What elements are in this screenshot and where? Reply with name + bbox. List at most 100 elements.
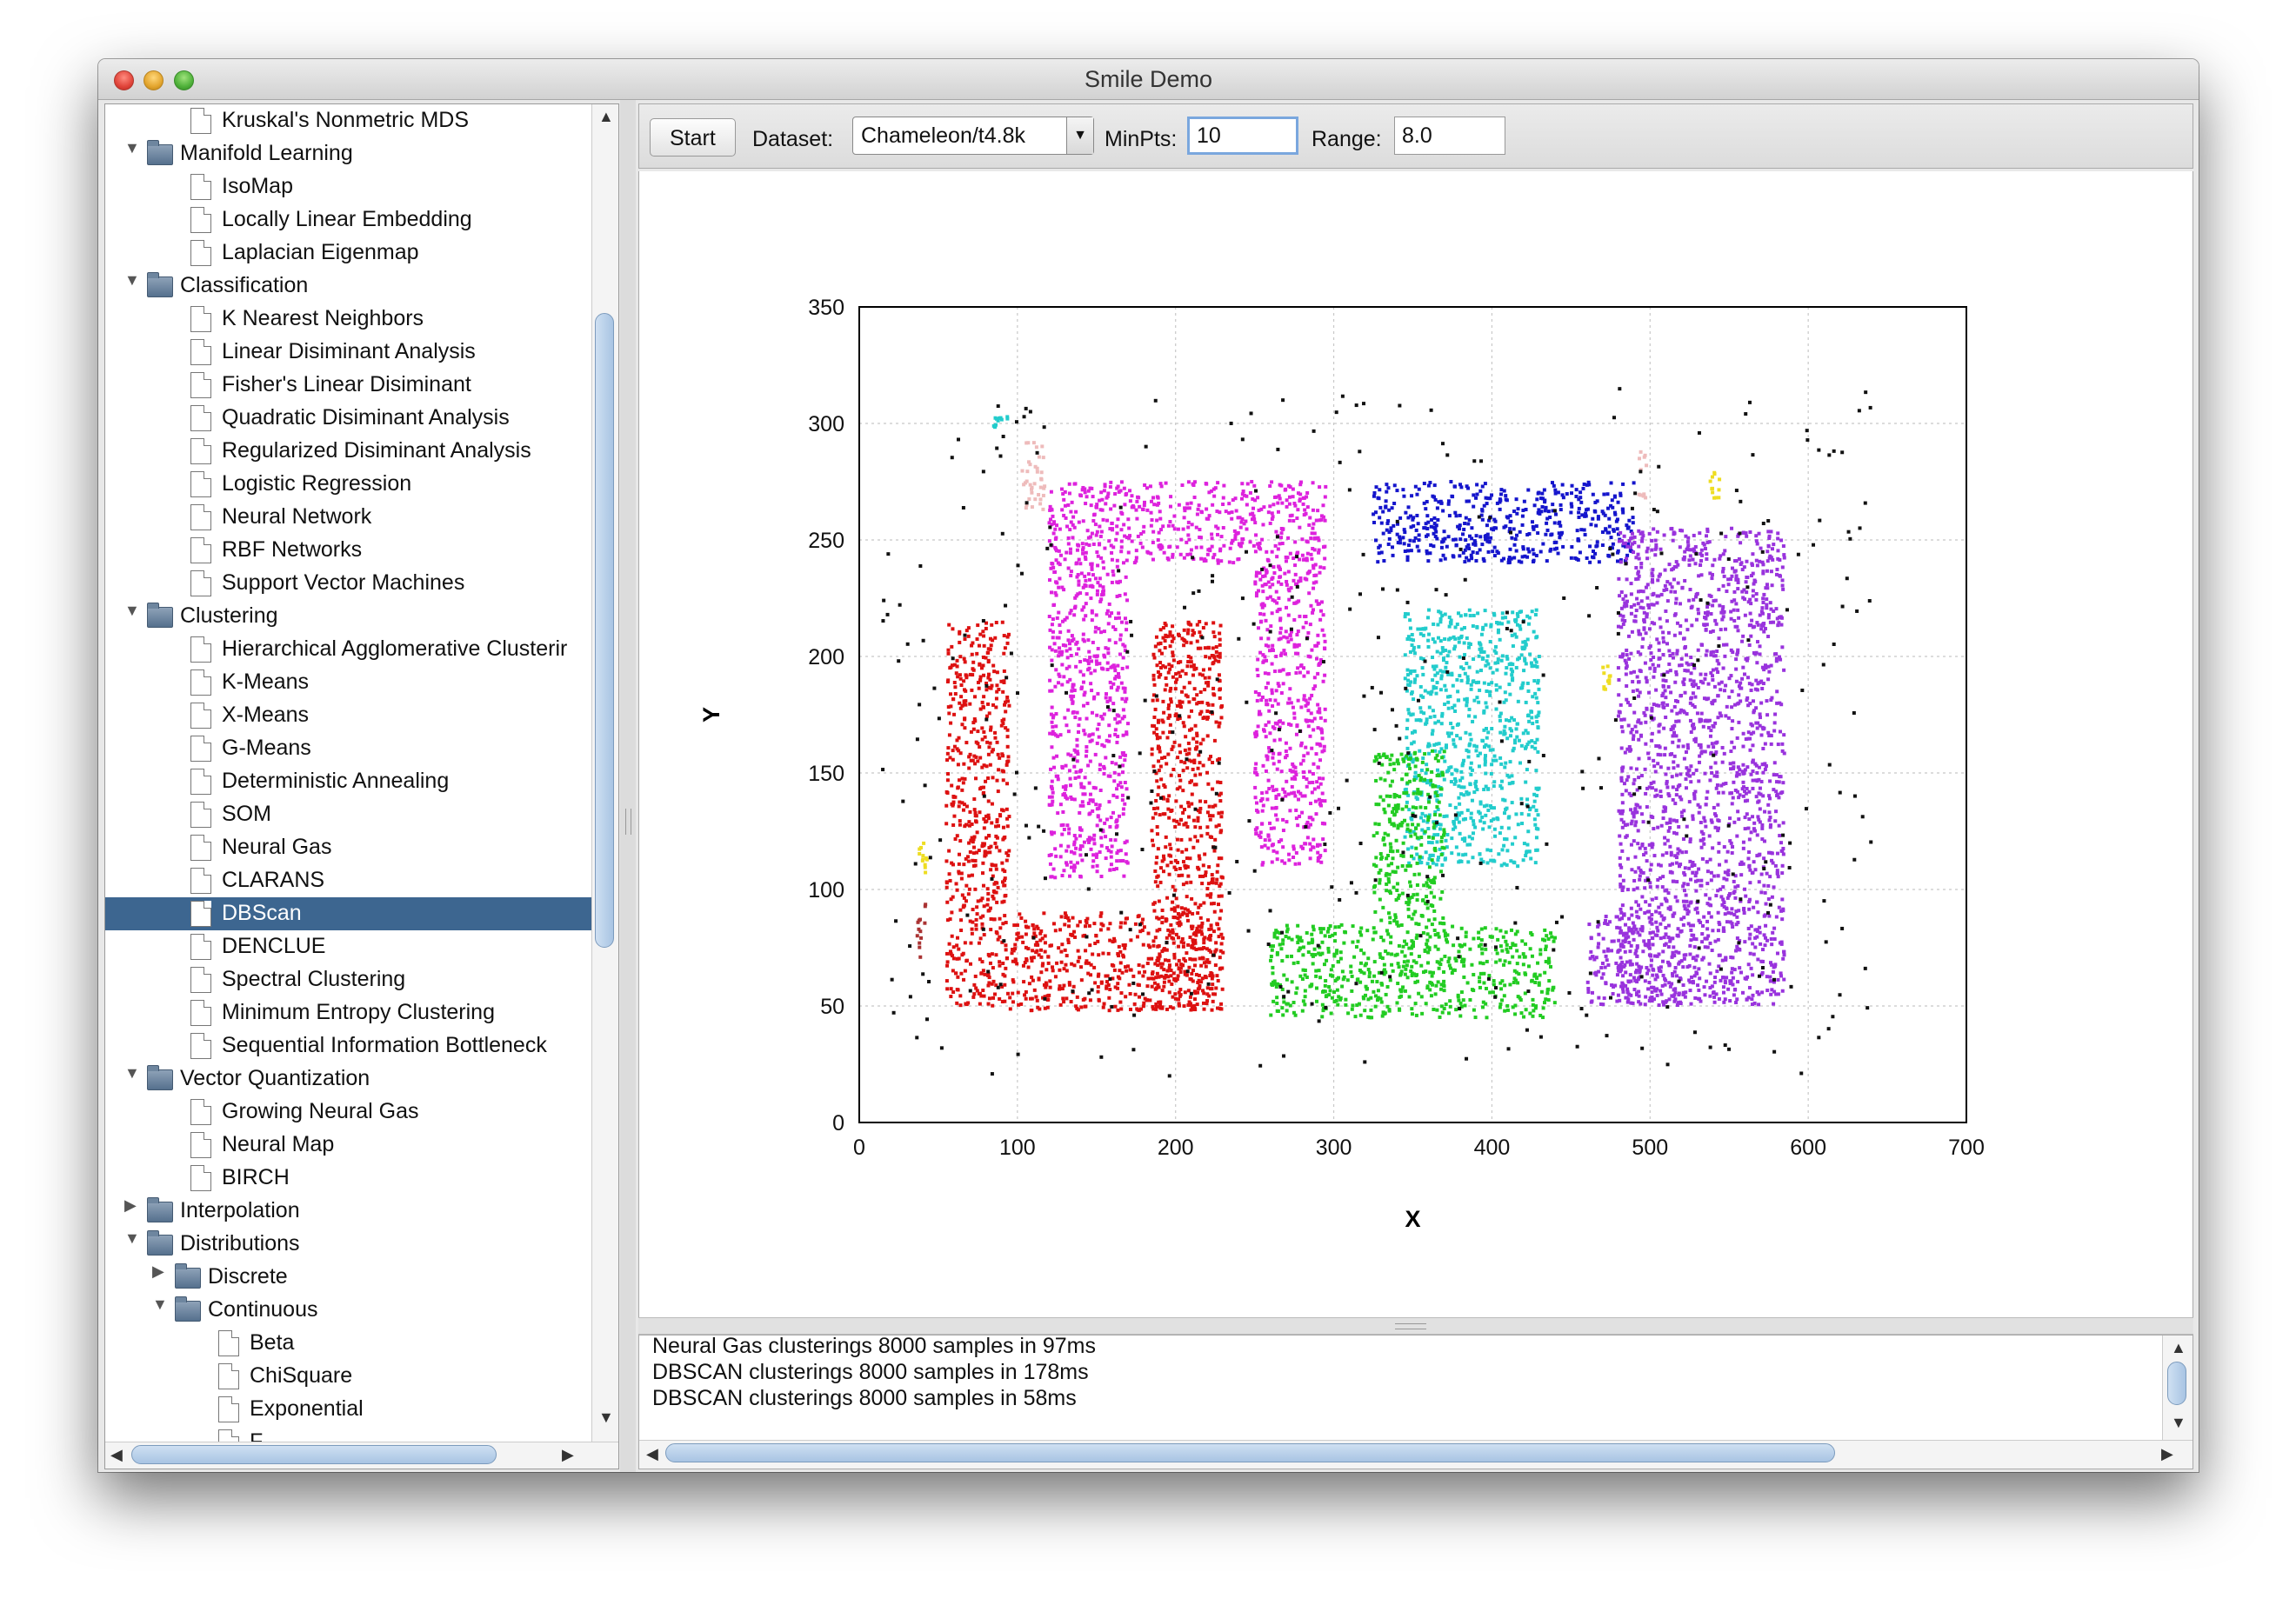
tree-item[interactable]: Exponential <box>105 1393 592 1426</box>
tree-item[interactable]: IsoMap <box>105 170 592 203</box>
expand-arrow-icon[interactable]: ▼ <box>124 1064 140 1082</box>
tree-item[interactable]: K-Means <box>105 666 592 699</box>
collapse-arrow-icon[interactable]: ▶ <box>152 1262 164 1280</box>
tree-item[interactable]: ▼ Manifold Learning <box>105 137 592 170</box>
scatter-point <box>1386 486 1391 490</box>
scatter-plot-canvas[interactable]: 0 100 200 300 400 500 600 700 0 50 100 150 200 250 300… <box>638 171 2193 1317</box>
tree-item[interactable]: Locally Linear Embedding <box>105 203 592 236</box>
scroll-left-arrow-icon[interactable]: ◀ <box>110 1446 123 1463</box>
tree-item[interactable]: ▼ Distributions <box>105 1228 592 1261</box>
range-input[interactable]: 8.0 <box>1394 117 1505 155</box>
tree-item[interactable]: SOM <box>105 798 592 831</box>
tree-item[interactable]: DENCLUE <box>105 930 592 963</box>
tree-item[interactable]: Fisher's Linear Disiminant <box>105 369 592 402</box>
collapse-arrow-icon[interactable]: ▶ <box>124 1196 137 1214</box>
scatter-point <box>1051 520 1056 524</box>
scatter-point <box>1072 748 1077 752</box>
tree-item[interactable]: ▼ Clustering <box>105 600 592 633</box>
tree-item[interactable]: CLARANS <box>105 864 592 897</box>
scatter-point <box>1099 981 1104 985</box>
scatter-point <box>1171 634 1175 638</box>
tree-item[interactable]: Neural Network <box>105 501 592 534</box>
tree-item[interactable]: Linear Disiminant Analysis <box>105 336 592 369</box>
tree-item[interactable]: Kruskal's Nonmetric MDS <box>105 104 592 137</box>
expand-arrow-icon[interactable]: ▼ <box>152 1296 168 1313</box>
scatter-point <box>1297 643 1301 647</box>
tree-item[interactable]: Spectral Clustering <box>105 963 592 996</box>
scatter-point <box>1495 668 1499 672</box>
scatter-point <box>1427 632 1432 636</box>
tree-item[interactable]: Deterministic Annealing <box>105 765 592 798</box>
scatter-point <box>1203 646 1207 650</box>
scatter-point <box>1199 556 1204 561</box>
scatter-point <box>1051 724 1055 729</box>
tree-item[interactable]: K Nearest Neighbors <box>105 303 592 336</box>
scatter-point <box>1631 516 1635 520</box>
scatter-point <box>1142 925 1146 929</box>
algorithm-tree[interactable]: Kruskal's Nonmetric MDS ▼ Manifold Learnin… <box>104 103 619 1469</box>
tree-item[interactable]: ▶ Interpolation <box>105 1195 592 1228</box>
scatter-point <box>1274 530 1278 534</box>
vertical-split-divider[interactable] <box>620 100 636 1472</box>
tree-item[interactable]: Laplacian Eigenmap <box>105 236 592 270</box>
tree-item[interactable]: Logistic Regression <box>105 468 592 501</box>
scroll-up-arrow-icon[interactable]: ▲ <box>598 108 614 125</box>
tree-item[interactable]: DBScan <box>105 897 592 930</box>
start-button[interactable]: Start <box>650 118 736 157</box>
tree-item[interactable]: Minimum Entropy Clustering <box>105 996 592 1029</box>
scatter-point <box>1203 676 1207 680</box>
expand-arrow-icon[interactable]: ▼ <box>124 602 140 619</box>
close-window-button[interactable] <box>114 70 134 90</box>
tree-item[interactable]: ▶ Discrete <box>105 1261 592 1294</box>
tree-item[interactable]: ChiSquare <box>105 1360 592 1393</box>
scroll-right-arrow-icon[interactable]: ▶ <box>562 1446 574 1463</box>
minpts-input[interactable]: 10 <box>1187 117 1298 155</box>
tree-item[interactable]: Hierarchical Agglomerative Clusterir <box>105 633 592 666</box>
tree-item[interactable]: Growing Neural Gas <box>105 1096 592 1129</box>
tree-item[interactable]: ▼ Continuous <box>105 1294 592 1327</box>
chevron-down-icon[interactable]: ▼ <box>1066 117 1093 154</box>
scatter-point <box>1482 503 1486 508</box>
scatter-point <box>1490 681 1494 685</box>
tree-item[interactable]: BIRCH <box>105 1162 592 1195</box>
tree-item[interactable]: RBF Networks <box>105 534 592 567</box>
scatter-point <box>1116 982 1120 986</box>
scatter-point <box>1431 656 1435 660</box>
expand-arrow-icon[interactable]: ▼ <box>124 271 140 289</box>
tree-item[interactable]: ▼ Vector Quantization <box>105 1062 592 1096</box>
scatter-point <box>980 896 984 901</box>
tree-item[interactable]: Beta <box>105 1327 592 1360</box>
scatter-point <box>1004 893 1008 897</box>
tree-item[interactable]: G-Means <box>105 732 592 765</box>
tree-item[interactable]: Neural Map <box>105 1129 592 1162</box>
scatter-point <box>1084 924 1088 929</box>
tree-hscroll-thumb[interactable] <box>131 1445 497 1464</box>
tree-item[interactable]: Quadratic Disiminant Analysis <box>105 402 592 435</box>
scatter-point <box>945 960 950 964</box>
tree-horizontal-scrollbar[interactable]: ◀ ▶ <box>105 1442 618 1469</box>
tree-item[interactable]: Neural Gas <box>105 831 592 864</box>
tree-item[interactable]: Regularized Disiminant Analysis <box>105 435 592 468</box>
tree-item[interactable]: X-Means <box>105 699 592 732</box>
scatter-point <box>1050 648 1054 652</box>
scatter-point <box>1083 574 1087 578</box>
scatter-point <box>951 795 956 799</box>
tree-item[interactable]: Support Vector Machines <box>105 567 592 600</box>
scatter-point <box>1174 867 1178 871</box>
scatter-point <box>1309 536 1313 541</box>
scatter-point <box>1253 582 1258 586</box>
tree-item[interactable]: ▼ Classification <box>105 270 592 303</box>
dataset-select[interactable]: Chameleon/t4.8k ▼ <box>852 117 1094 155</box>
tree-item[interactable]: Sequential Information Bottleneck <box>105 1029 592 1062</box>
zoom-window-button[interactable] <box>174 70 194 90</box>
scatter-point <box>1051 790 1055 795</box>
expand-arrow-icon[interactable]: ▼ <box>124 1229 140 1247</box>
scatter-point <box>1151 693 1156 697</box>
tree-vertical-scrollbar[interactable]: ▲ ▼ <box>591 104 618 1469</box>
expand-arrow-icon[interactable]: ▼ <box>124 139 140 157</box>
minimize-window-button[interactable] <box>144 70 164 90</box>
scatter-point <box>1283 861 1287 865</box>
scroll-down-arrow-icon[interactable]: ▼ <box>598 1409 614 1426</box>
scatter-point <box>1286 701 1291 705</box>
tree-scroll-thumb[interactable] <box>595 313 614 948</box>
